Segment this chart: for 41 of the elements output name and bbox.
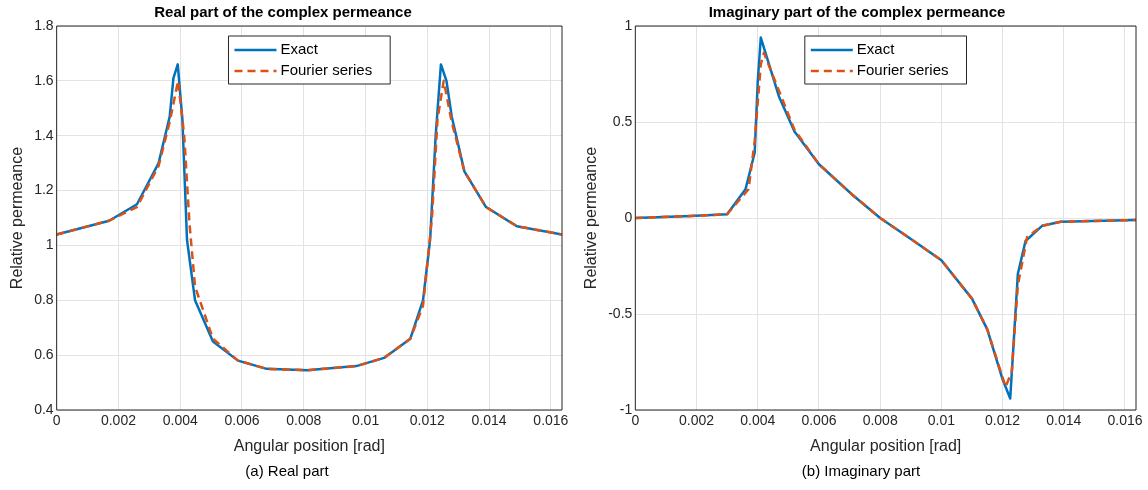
x-tick-label: 0.004 bbox=[740, 412, 776, 429]
y-tick-label: 0.6 bbox=[34, 346, 54, 362]
x-tick-label: 0.008 bbox=[286, 412, 322, 429]
x-tick-label: 0.016 bbox=[533, 412, 569, 429]
x-axis-title: Angular position [rad] bbox=[233, 436, 385, 454]
x-tick-label: 0.01 bbox=[927, 412, 956, 429]
legend-label: Fourier series bbox=[280, 61, 373, 79]
x-tick-label: 0.01 bbox=[351, 412, 380, 429]
x-tick-label: 0.016 bbox=[1107, 412, 1143, 429]
x-tick-label: 0.004 bbox=[162, 412, 198, 429]
y-tick-label: 0.5 bbox=[612, 112, 633, 129]
y-axis-title: Relative permeance bbox=[8, 146, 26, 290]
x-tick-label: 0.006 bbox=[801, 412, 837, 429]
text: (a) Real part bbox=[244, 462, 330, 479]
y-tick-label: -1 bbox=[619, 400, 633, 417]
x-tick-label: 0.012 bbox=[985, 412, 1021, 429]
y-tick-label: 1 bbox=[45, 236, 54, 253]
y-tick-label: 1.2 bbox=[34, 181, 54, 198]
y-tick-label: 0.8 bbox=[34, 291, 54, 308]
x-tick-label: 0.002 bbox=[679, 412, 715, 429]
y-tick-label: 0.4 bbox=[34, 400, 54, 417]
y-tick-label: 1.4 bbox=[34, 126, 54, 143]
legend-label: Exact bbox=[856, 40, 896, 58]
y-axis-title: Relative permeance bbox=[582, 146, 600, 290]
x-tick-label: 0.012 bbox=[409, 412, 446, 429]
legend-label: Fourier series bbox=[856, 61, 949, 79]
chart-title: Real part of the complex permeance bbox=[154, 3, 412, 21]
text: (b) Imaginary part bbox=[800, 462, 922, 479]
x-tick-label: 0.006 bbox=[224, 412, 260, 429]
x-tick-label: 0.008 bbox=[862, 412, 898, 429]
x-tick-label: 0.002 bbox=[100, 412, 137, 429]
y-tick-label: 1.8 bbox=[34, 16, 54, 33]
x-tick-label: 0.014 bbox=[471, 412, 507, 429]
x-axis-title: Angular position [rad] bbox=[810, 436, 962, 454]
y-tick-label: -0.5 bbox=[608, 304, 633, 321]
y-tick-label: 1.6 bbox=[34, 71, 54, 88]
x-tick-label: 0.014 bbox=[1046, 412, 1082, 429]
legend-label: Exact bbox=[280, 40, 319, 58]
y-tick-label: 0 bbox=[624, 208, 633, 225]
y-tick-label: 1 bbox=[624, 16, 633, 33]
chart-title: Imaginary part of the complex permeance bbox=[708, 3, 1006, 21]
